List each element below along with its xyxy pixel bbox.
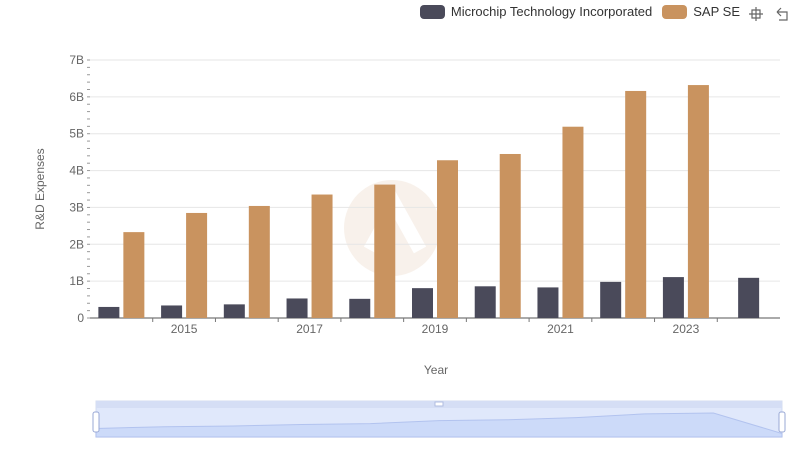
bar-sap-2014[interactable]: [123, 232, 145, 318]
x-tick-label: 2017: [296, 322, 323, 336]
y-tick-label: 7B: [69, 53, 84, 67]
bar-microchip-2018[interactable]: [349, 298, 371, 318]
y-tick-label: 5B: [69, 127, 84, 141]
bar-microchip-2024[interactable]: [738, 277, 760, 318]
datazoom-handle-left[interactable]: [92, 411, 100, 433]
datazoom-drag-handle[interactable]: [434, 401, 444, 407]
y-tick-label: 6B: [69, 90, 84, 104]
bar-sap-2020[interactable]: [499, 153, 521, 318]
restore-icon[interactable]: [774, 6, 790, 22]
datazoom-preview-area: [95, 412, 783, 438]
bar-sap-2016[interactable]: [248, 205, 270, 318]
x-tick-label: 2015: [171, 322, 198, 336]
y-tick-label: 0: [77, 311, 84, 325]
bar-microchip-2022[interactable]: [600, 281, 622, 318]
bar-microchip-2016[interactable]: [223, 304, 245, 318]
x-tick-label: 2023: [673, 322, 700, 336]
legend-item-sap[interactable]: SAP SE: [662, 4, 740, 19]
bar-microchip-2021[interactable]: [537, 287, 559, 318]
y-axis-label: R&D Expenses: [33, 148, 47, 229]
legend-label-microchip: Microchip Technology Incorporated: [450, 4, 653, 19]
legend-swatch-sap: [662, 4, 688, 19]
bar-sap-2018[interactable]: [374, 184, 396, 318]
bar-microchip-2019[interactable]: [412, 288, 433, 318]
bar-microchip-2015[interactable]: [161, 305, 183, 318]
data-zoom-slider[interactable]: [92, 400, 786, 438]
toolbox: [748, 6, 790, 22]
zoom-icon[interactable]: [748, 6, 764, 22]
y-axis: 0 1B 2B 3B 4B 5B 6B 7B: [69, 53, 90, 325]
bar-sap-2017[interactable]: [311, 194, 333, 318]
x-axis-label: Year: [424, 363, 448, 377]
bar-sap-2022[interactable]: [625, 90, 647, 319]
y-tick-label: 2B: [69, 237, 84, 251]
x-axis: 2015 2017 2019 2021 2023: [90, 317, 780, 336]
x-tick-label: 2019: [422, 322, 449, 336]
legend: Microchip Technology Incorporated SAP SE: [419, 4, 740, 19]
legend-item-microchip[interactable]: Microchip Technology Incorporated: [419, 4, 653, 19]
y-tick-label: 1B: [69, 274, 84, 288]
bar-sap-2015[interactable]: [186, 212, 208, 318]
legend-label-sap: SAP SE: [693, 4, 740, 19]
bar-microchip-2020[interactable]: [474, 286, 496, 318]
datazoom-handle-right[interactable]: [778, 411, 786, 433]
datazoom-selection[interactable]: [96, 408, 782, 437]
bar-microchip-2017[interactable]: [286, 298, 308, 318]
y-tick-label: 4B: [69, 164, 84, 178]
bar-sap-2021[interactable]: [562, 126, 584, 318]
bars: [98, 85, 760, 319]
y-tick-label: 3B: [69, 200, 84, 214]
bar-microchip-2023[interactable]: [662, 277, 684, 318]
bar-sap-2019[interactable]: [437, 160, 458, 318]
bar-microchip-2014[interactable]: [98, 306, 120, 318]
bar-sap-2023[interactable]: [687, 85, 709, 318]
legend-swatch-microchip: [419, 4, 445, 19]
x-tick-label: 2021: [547, 322, 574, 336]
